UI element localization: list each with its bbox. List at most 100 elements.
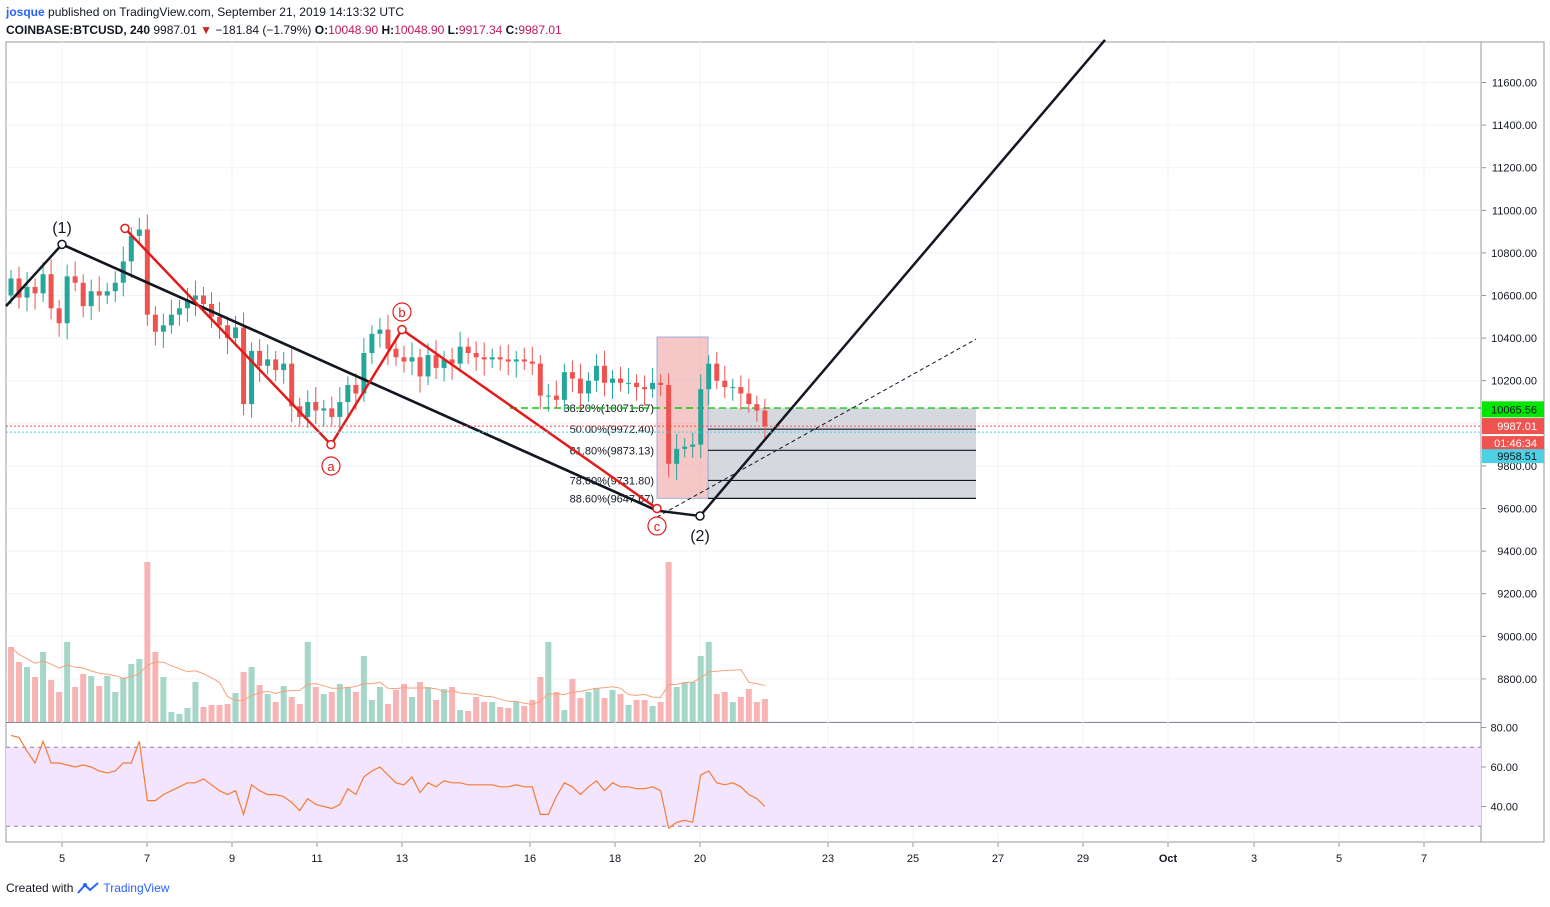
volume-bar	[713, 694, 720, 722]
volume-bar	[392, 690, 399, 722]
candle-body	[160, 325, 166, 332]
time-tick-label: Oct	[1159, 853, 1178, 865]
published-info: published on TradingView.com, September …	[48, 5, 405, 19]
time-tick-label: 27	[992, 853, 1004, 865]
volume-bar	[697, 656, 704, 722]
fib-price-tag-bg	[1482, 401, 1544, 418]
wave-drawings[interactable]: (1) (2) a b c	[5, 39, 1106, 545]
volume-bar	[441, 689, 448, 722]
volume-bar	[232, 693, 239, 722]
volume-bar	[336, 684, 343, 722]
volume-bar	[409, 697, 415, 722]
wave-2-label: (2)	[690, 528, 710, 545]
candle-body	[754, 404, 760, 411]
volume-bar	[248, 667, 255, 722]
fib-retracement[interactable]: 38.20%(10071.67) 50.00%(9972.40) 61.80%(98…	[510, 336, 1481, 505]
volume-bar	[16, 662, 23, 722]
volume-bar	[673, 687, 680, 722]
candle-body	[32, 286, 38, 294]
time-tick-label: 20	[694, 853, 706, 865]
price-tick-label: 10600.00	[1491, 291, 1537, 303]
other-price-tag-bg	[1482, 449, 1544, 464]
volume-bar	[449, 687, 456, 722]
volume-bar	[168, 712, 175, 722]
author-name[interactable]: josque	[6, 5, 45, 19]
candle-body	[249, 350, 255, 405]
candle-body	[144, 229, 150, 315]
volume-bar	[400, 684, 407, 722]
abc-point	[326, 439, 336, 450]
candle-body	[489, 357, 495, 360]
down-arrow-icon: ▼	[200, 23, 212, 37]
candle-body	[152, 314, 158, 332]
price-tick-label: 10800.00	[1491, 248, 1537, 260]
volume-bar	[545, 642, 552, 722]
candle-body	[48, 274, 54, 309]
volume-bar	[368, 700, 375, 722]
candle-body	[425, 355, 431, 377]
candle-body	[305, 402, 311, 417]
close-value: 9987.01	[518, 23, 562, 37]
candle-body	[265, 359, 271, 366]
rsi-tick-label: 60.00	[1490, 762, 1518, 774]
candle-body	[698, 389, 704, 445]
time-tick-label: 9	[229, 853, 235, 865]
candle-body	[104, 291, 110, 296]
price-tick-label: 9200.00	[1497, 589, 1537, 601]
volume-bar	[288, 697, 295, 722]
time-tick-label: 5	[59, 853, 65, 865]
candle-body	[385, 329, 391, 349]
rsi-tick-label: 80.00	[1490, 723, 1518, 735]
time-tick-label: 7	[144, 853, 150, 865]
wave-point	[57, 239, 67, 250]
volume-bar	[489, 702, 496, 722]
candle-body	[176, 308, 182, 315]
last-price: 9987.01	[153, 23, 197, 37]
volume-bar	[264, 694, 271, 722]
time-tick-label: 16	[524, 853, 536, 865]
time-tick-label: 11	[311, 853, 322, 865]
candle-body	[273, 359, 279, 371]
volume-bar	[569, 679, 576, 722]
volume-bar	[465, 711, 472, 722]
volume-bar	[152, 652, 159, 722]
wave-c-label: c	[654, 519, 661, 534]
volume-bar	[657, 702, 664, 722]
volume-bar	[745, 689, 752, 722]
price-tick-label: 11600.00	[1492, 78, 1537, 90]
volume-bar	[184, 708, 191, 722]
price-axis[interactable]: 11600.00 11400.00 11200.00 11000.00 10800.00…	[1481, 78, 1537, 814]
rsi-line	[10, 734, 766, 830]
ohlc-legend: COINBASE:BTCUSD, 240 9987.01 ▼ −181.84 (…	[6, 22, 562, 38]
volume-bar	[681, 682, 688, 722]
price-tick-label: 9000.00	[1497, 631, 1537, 643]
volume-bar	[417, 682, 424, 722]
volume-bar	[561, 710, 568, 722]
time-tick-label: 13	[396, 853, 408, 865]
fib-zone	[708, 408, 976, 499]
last-price-tag-bg	[1482, 418, 1544, 435]
volume-bar	[721, 692, 728, 722]
price-tick-label: 8800.00	[1497, 674, 1537, 686]
trend-dashed-line	[656, 338, 977, 518]
volume-bar	[48, 680, 55, 722]
candle-body	[618, 378, 624, 383]
volume-bar	[601, 698, 608, 722]
candle-body	[473, 353, 479, 358]
candle-body	[136, 229, 142, 236]
volume-bar	[384, 704, 391, 722]
candle-body	[529, 361, 535, 364]
volume-bar	[328, 692, 335, 722]
open-label: O:	[314, 23, 329, 37]
tradingview-brand[interactable]: TradingView	[103, 881, 170, 895]
candle-body	[40, 274, 46, 294]
abc-correction-line	[124, 227, 658, 510]
wave-1-label: (1)	[52, 220, 72, 237]
volume-bar	[352, 692, 359, 722]
volume-bar	[577, 698, 584, 722]
volume-bar	[344, 687, 351, 722]
symbol-label[interactable]: COINBASE:BTCUSD, 240	[6, 23, 151, 37]
volume-bar	[112, 692, 119, 722]
time-axis[interactable]: 5 7 9 11 13 16 18 20 23 25 27 29 Oct 3 5 7	[59, 842, 1427, 865]
